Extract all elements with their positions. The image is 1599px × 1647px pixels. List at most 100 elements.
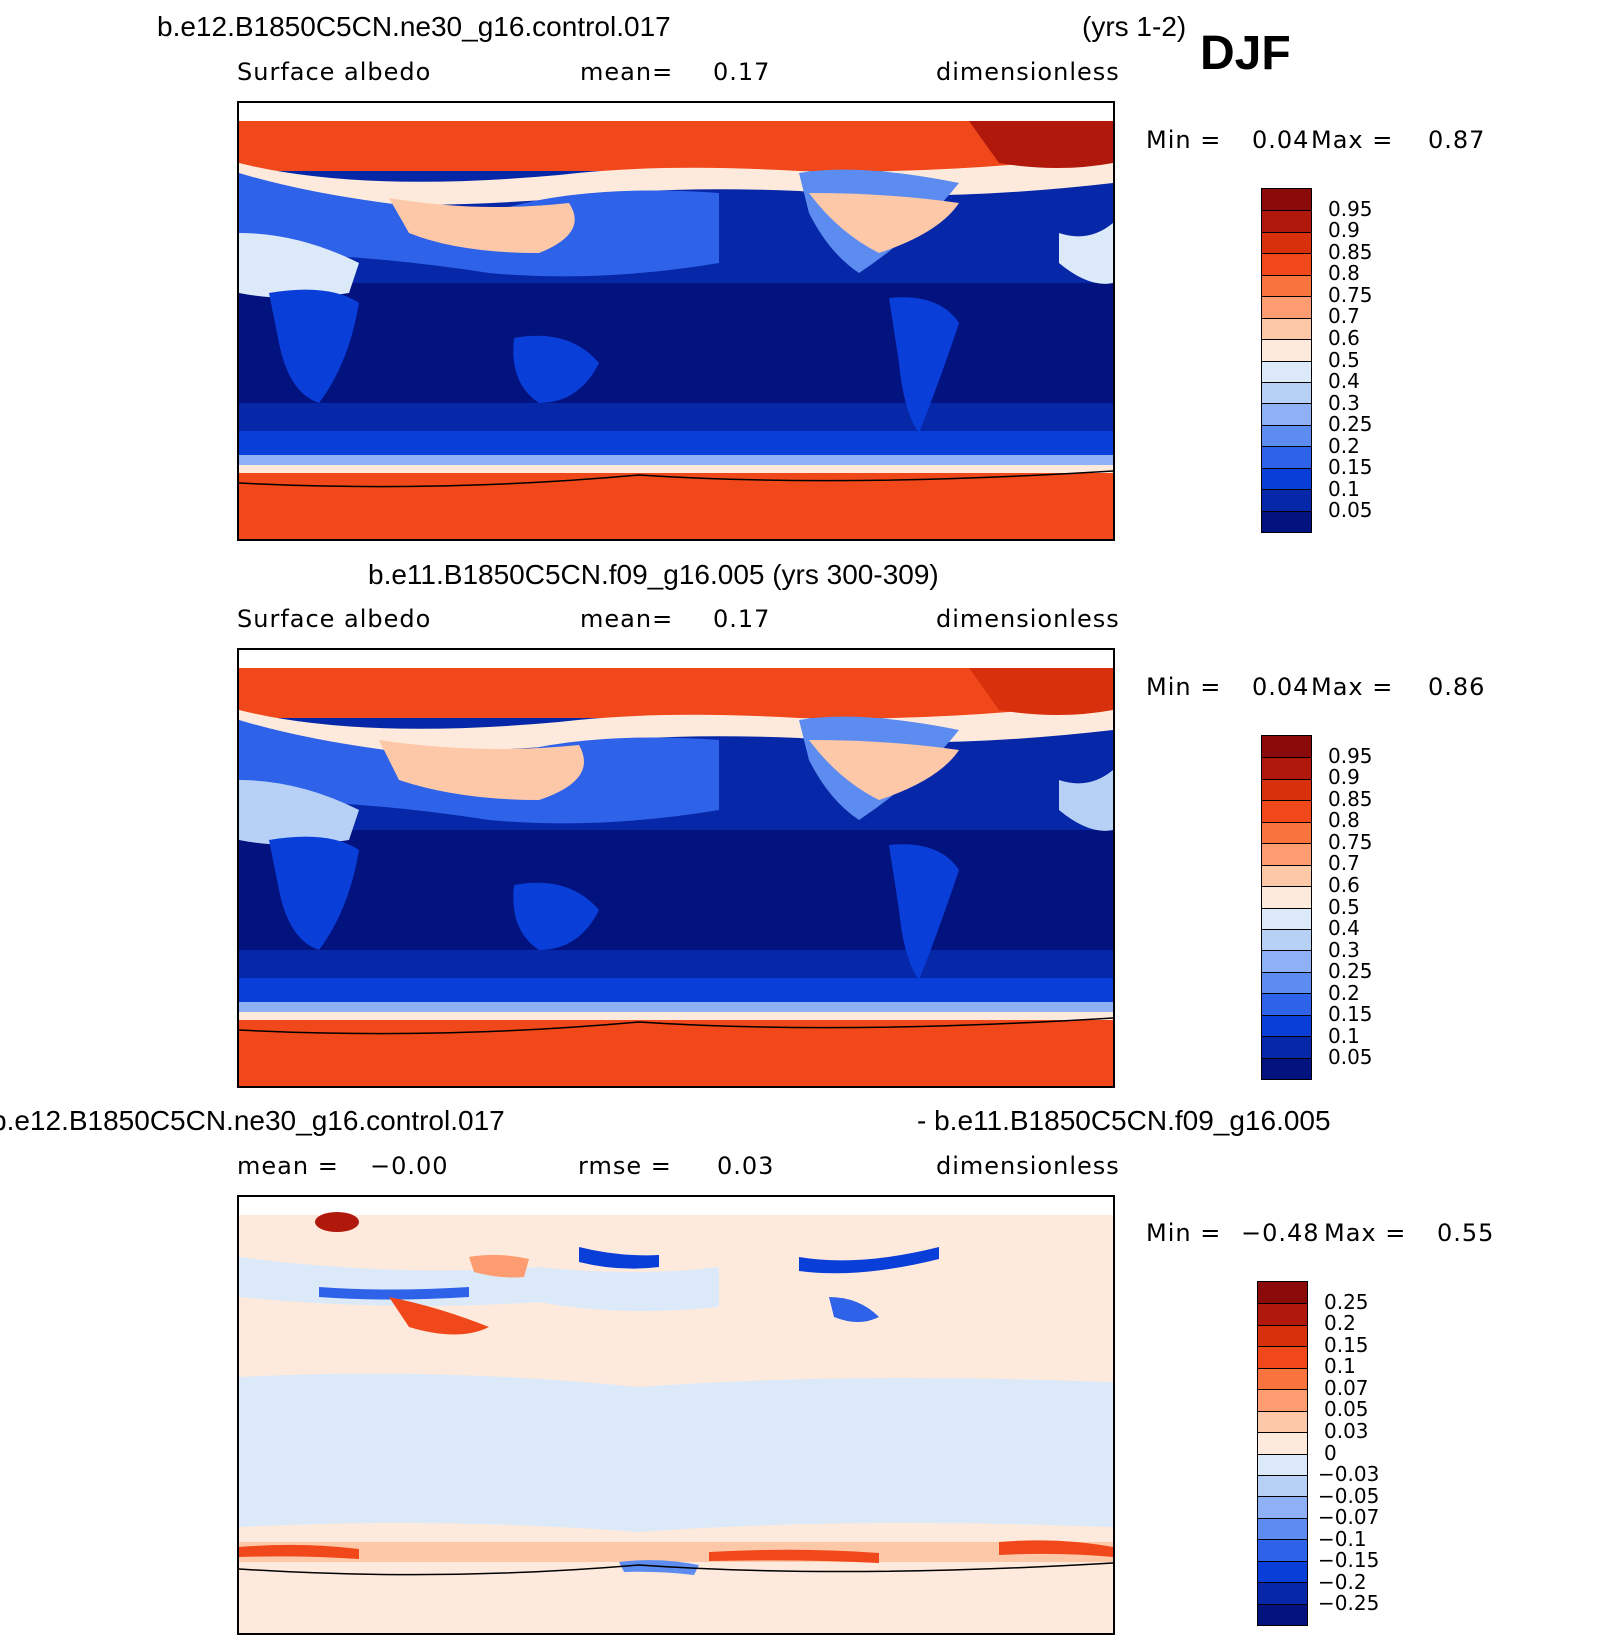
colorbar-label: 0.05 [1328, 498, 1373, 523]
colorbar-swatch [1258, 1496, 1307, 1518]
colorbar-swatch [1258, 1282, 1307, 1304]
panel3-mean-label: mean = [237, 1152, 339, 1180]
panel1-min-label: Min = [1146, 126, 1222, 154]
colorbar-label: 0.07 [1324, 1375, 1369, 1400]
colorbar-swatch [1262, 950, 1311, 972]
colorbar-label: 0.4 [1328, 916, 1360, 941]
colorbar-swatch [1262, 778, 1311, 801]
colorbar-label: 0.85 [1328, 786, 1373, 811]
colorbar-label: 0.8 [1328, 808, 1360, 833]
colorbar-label: 0.5 [1328, 347, 1360, 372]
colorbar-label: 0.8 [1328, 261, 1360, 286]
panel3-colorbar [1257, 1281, 1308, 1626]
colorbar-label: 0.25 [1328, 412, 1373, 437]
colorbar-label: 0.4 [1328, 369, 1360, 394]
panel1-title: b.e12.B1850C5CN.ne30_g16.control.017 [157, 11, 671, 42]
colorbar-label: −0.15 [1318, 1548, 1380, 1573]
panel1-years: (yrs 1-2) [1082, 11, 1187, 42]
panel2-mean-label: mean= [580, 605, 674, 633]
colorbar-swatch [1262, 757, 1311, 779]
colorbar-swatch [1258, 1389, 1307, 1411]
colorbar-label: 0.95 [1328, 196, 1373, 221]
colorbar-label: −0.2 [1318, 1569, 1367, 1594]
panel2-min-label: Min = [1146, 673, 1222, 701]
panel3-min-value: −0.48 [1241, 1219, 1320, 1247]
colorbar-label: 0.15 [1328, 455, 1373, 480]
colorbar-swatch [1262, 971, 1311, 994]
colorbar-label: 0.2 [1328, 980, 1360, 1005]
colorbar-swatch [1258, 1367, 1307, 1390]
colorbar-label: 0.5 [1328, 894, 1360, 919]
colorbar-label: 0.1 [1324, 1354, 1356, 1379]
colorbar-swatch [1262, 339, 1311, 361]
colorbar-label: 0.85 [1328, 239, 1373, 264]
panel3-mean-value: −0.00 [370, 1152, 449, 1180]
colorbar-swatch [1262, 446, 1311, 468]
panel1-mean-label: mean= [580, 58, 674, 86]
colorbar-swatch [1258, 1346, 1307, 1368]
panel3-min-label: Min = [1146, 1219, 1222, 1247]
colorbar-swatch [1262, 1057, 1311, 1079]
panel2-min-value: 0.04 [1252, 673, 1310, 701]
panel2-mean-value: 0.17 [713, 605, 771, 633]
colorbar-label: 0.9 [1328, 218, 1360, 243]
colorbar-swatch [1262, 886, 1311, 908]
panel3-max-label: Max = [1324, 1219, 1407, 1247]
colorbar-swatch [1262, 800, 1311, 822]
panel3-rmse-value: 0.03 [717, 1152, 775, 1180]
colorbar-label: 0.25 [1324, 1289, 1369, 1314]
colorbar-swatch [1262, 296, 1311, 318]
panel3-units: dimensionless [936, 1152, 1120, 1180]
colorbar-label: 0.7 [1328, 304, 1360, 329]
colorbar-swatch [1258, 1603, 1307, 1625]
colorbar-swatch [1262, 360, 1311, 382]
colorbar-swatch [1262, 317, 1311, 340]
colorbar-label: 0.2 [1324, 1311, 1356, 1336]
colorbar-label: 0.05 [1328, 1045, 1373, 1070]
colorbar-label: −0.07 [1318, 1505, 1380, 1530]
colorbar-swatch [1262, 274, 1311, 297]
panel3-title-right: - b.e11.B1850C5CN.f09_g16.005 [917, 1105, 1331, 1136]
colorbar-label: −0.05 [1318, 1483, 1380, 1508]
colorbar-swatch [1262, 210, 1311, 232]
colorbar-swatch [1262, 231, 1311, 254]
panel2-max-label: Max = [1311, 673, 1394, 701]
panel1-max-value: 0.87 [1428, 126, 1486, 154]
panel2-max-value: 0.86 [1428, 673, 1486, 701]
colorbar-swatch [1258, 1539, 1307, 1561]
colorbar-label: 0.1 [1328, 476, 1360, 501]
panel2-colorbar [1261, 735, 1312, 1080]
colorbar-label: 0.95 [1328, 743, 1373, 768]
colorbar-swatch [1262, 907, 1311, 929]
colorbar-swatch [1262, 489, 1311, 511]
colorbar-label: 0.3 [1328, 390, 1360, 415]
colorbar-swatch [1262, 864, 1311, 887]
colorbar-label: 0.7 [1328, 851, 1360, 876]
panel1-units: dimensionless [936, 58, 1120, 86]
panel1-map [237, 101, 1115, 541]
colorbar-swatch [1258, 1453, 1307, 1475]
colorbar-swatch [1262, 467, 1311, 490]
panel2-map [237, 648, 1115, 1088]
colorbar-swatch [1262, 993, 1311, 1015]
panel1-mean-value: 0.17 [713, 58, 771, 86]
panel2-variable: Surface albedo [237, 605, 432, 633]
colorbar-label: 0.25 [1328, 959, 1373, 984]
colorbar-label: 0.03 [1324, 1418, 1369, 1443]
colorbar-swatch [1262, 189, 1311, 211]
colorbar-label: −0.03 [1318, 1462, 1380, 1487]
colorbar-swatch [1262, 1036, 1311, 1058]
colorbar-swatch [1262, 253, 1311, 275]
panel3-map [237, 1195, 1115, 1635]
colorbar-swatch [1262, 1014, 1311, 1037]
colorbar-label: 0.1 [1328, 1023, 1360, 1048]
panel3-rmse-label: rmse = [578, 1152, 672, 1180]
colorbar-swatch [1258, 1324, 1307, 1347]
colorbar-label: 0.15 [1328, 1002, 1373, 1027]
colorbar-swatch [1262, 821, 1311, 844]
colorbar-label: 0.05 [1324, 1397, 1369, 1422]
panel1-max-label: Max = [1311, 126, 1394, 154]
colorbar-label: 0.6 [1328, 325, 1360, 350]
colorbar-label: 0 [1324, 1440, 1337, 1465]
panel2-units: dimensionless [936, 605, 1120, 633]
